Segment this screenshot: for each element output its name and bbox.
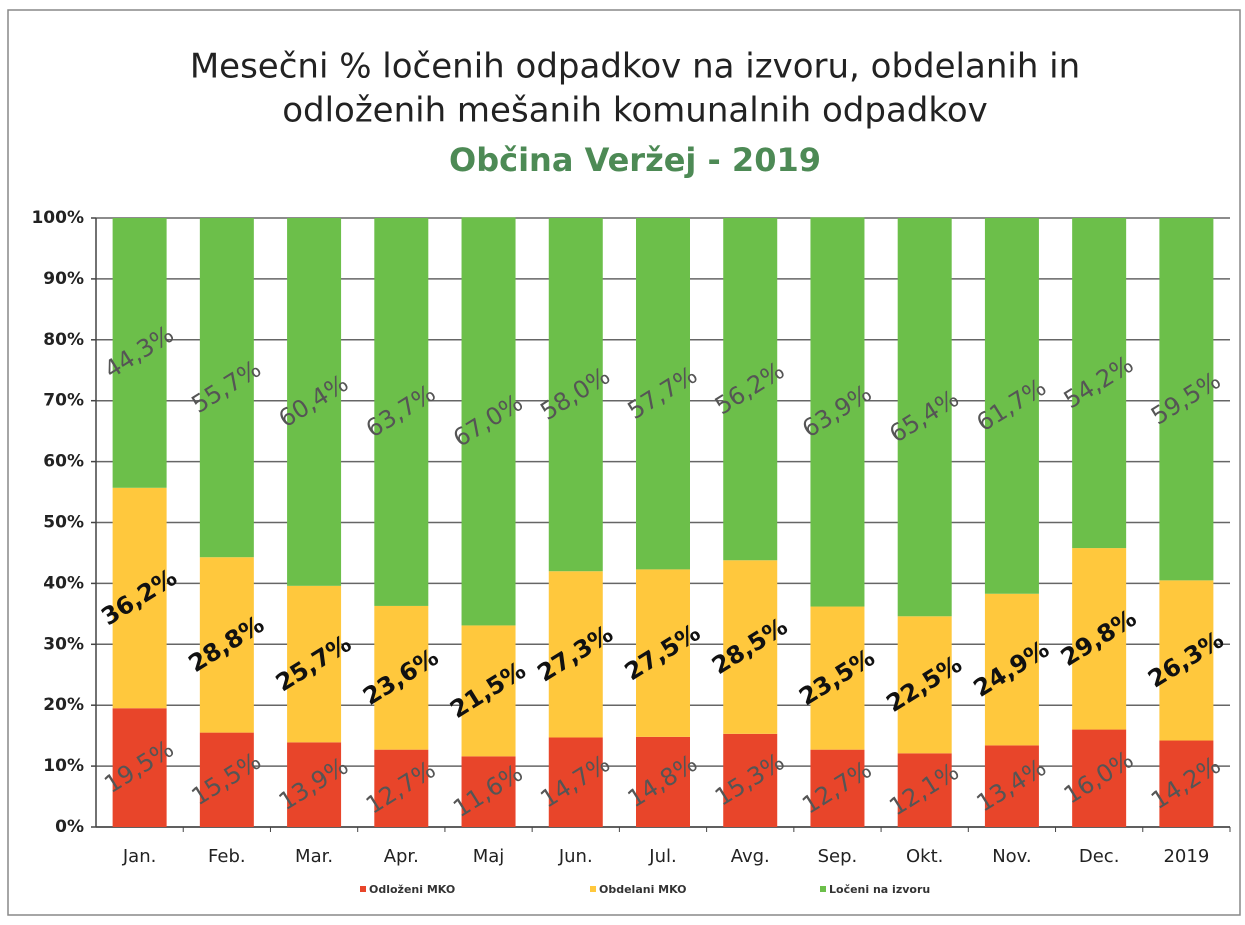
bar-segment [810,749,865,827]
bar-segment [199,218,254,558]
x-tick-label: Nov. [992,846,1031,867]
bar-segment [461,217,516,626]
bar-segment [461,756,516,827]
x-tick-label: Feb. [208,846,246,867]
y-tick-label: 50% [43,513,84,533]
bar-segment [636,218,690,570]
bar-segment [984,745,1039,827]
bar-segment [461,625,516,757]
bar-segment [112,487,167,709]
x-tick-label: Jul. [648,846,676,867]
bar-segment [199,732,254,827]
x-tick-label: Dec. [1079,846,1120,867]
bar-segment [984,593,1039,746]
legend-label: Ločeni na izvoru [829,883,930,896]
legend-swatch [590,886,596,892]
y-tick-label: 20% [43,695,84,715]
chart-title: odloženih mešanih komunalnih odpadkov [282,91,988,131]
bar-segment [548,571,603,738]
bar-segment [287,218,342,586]
legend-swatch [360,886,366,892]
bar-segment [374,218,429,606]
bar-segment [1159,580,1214,741]
bar-segment [548,218,603,572]
bar-segment [810,217,865,607]
bar-segment [723,218,778,561]
x-tick-label: Avg. [731,846,770,867]
bar-segment [1072,729,1127,827]
y-tick-label: 80% [43,330,84,350]
bar-segment [1072,548,1127,730]
y-tick-label: 0% [55,817,84,837]
bar-segment [897,753,952,827]
x-tick-label: Jan. [122,846,156,867]
y-tick-label: 30% [43,634,84,654]
x-tick-label: 2019 [1163,846,1209,867]
bar-segment [112,218,167,488]
y-tick-label: 100% [31,208,84,228]
chart-title: Mesečni % ločenih odpadkov na izvoru, ob… [190,47,1080,87]
legend-label: Obdelani MKO [599,883,687,896]
y-tick-label: 70% [43,391,84,411]
frame [7,9,1241,916]
bar-segment [199,557,254,733]
bar-segment [112,708,167,827]
bar-segment [548,737,603,827]
bar-segment [1072,218,1127,549]
bar-segment [723,733,778,827]
bar-segment [374,749,429,827]
bar-segment [897,616,952,754]
x-tick-label: Mar. [295,846,333,867]
bar-segment [287,585,342,743]
bar-segment [287,742,342,827]
bar-segment [1159,218,1214,581]
bar-segment [897,218,952,617]
y-tick-label: 40% [43,573,84,593]
bar-segment [1159,740,1214,827]
x-tick-label: Sep. [818,846,858,867]
y-tick-label: 60% [43,452,84,472]
bar-segment [636,569,690,737]
legend-swatch [820,886,826,892]
x-tick-label: Maj [473,846,505,867]
legend-label: Odloženi MKO [369,883,455,896]
x-tick-label: Jun. [558,846,593,867]
x-tick-label: Apr. [384,846,419,867]
bar-segment [636,736,690,827]
bar-segment [723,560,778,734]
bar-segment [984,218,1039,594]
bar-segment [374,605,429,750]
y-tick-label: 90% [43,269,84,289]
chart-subtitle: Občina Veržej - 2019 [449,141,821,179]
x-tick-label: Okt. [906,846,943,867]
y-tick-label: 10% [43,756,84,776]
bar-segment [810,606,865,750]
